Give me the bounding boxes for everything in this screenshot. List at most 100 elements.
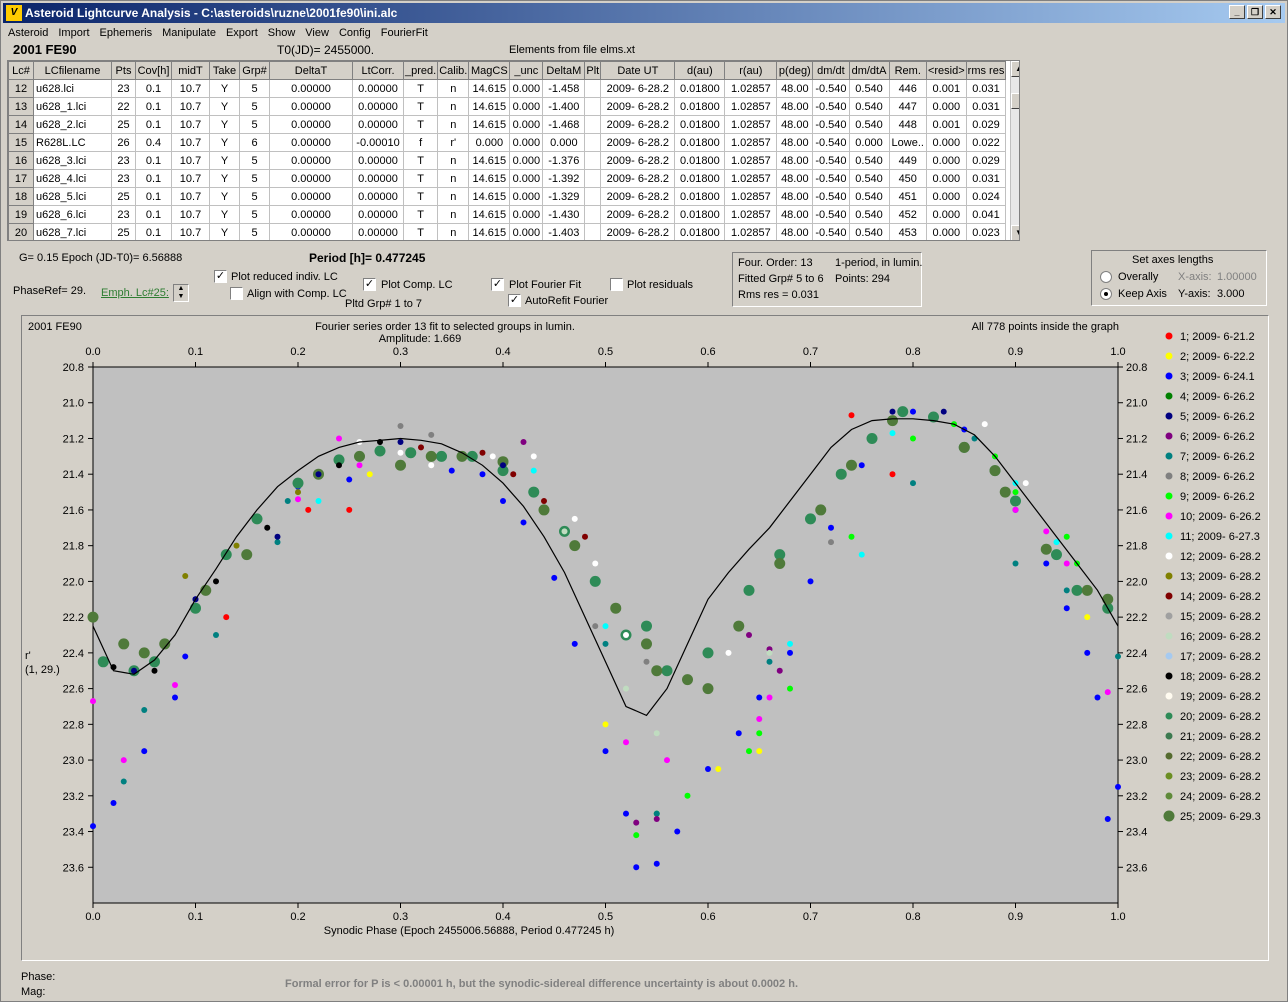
table-cell[interactable]: 17: [8, 169, 34, 188]
table-cell[interactable]: u628_7.lci: [33, 223, 112, 240]
table-cell[interactable]: 0.000: [925, 133, 967, 152]
table-cell[interactable]: 0.540: [848, 169, 890, 188]
table-cell[interactable]: 1.02857: [724, 79, 778, 98]
x-axis-value[interactable]: 1.00000: [1217, 271, 1257, 283]
menu-ephemeris[interactable]: Ephemeris: [99, 27, 153, 39]
table-cell[interactable]: 0.00000: [269, 115, 353, 134]
table-cell[interactable]: -0.540: [812, 223, 850, 240]
table-cell[interactable]: 0.00000: [352, 205, 404, 224]
table-cell[interactable]: 14.615: [468, 205, 511, 224]
table-cell[interactable]: 5: [239, 223, 270, 240]
table-cell[interactable]: 25: [111, 187, 136, 206]
column-header[interactable]: Calib.: [437, 61, 470, 80]
table-cell[interactable]: Y: [209, 169, 240, 188]
plot-reduced-checkbox[interactable]: ✓: [214, 270, 227, 283]
table-cell[interactable]: 0.00000: [352, 169, 404, 188]
table-cell[interactable]: 5: [239, 151, 270, 170]
column-header[interactable]: Cov[h]: [135, 61, 172, 80]
table-cell[interactable]: 0.00000: [269, 223, 353, 240]
table-cell[interactable]: 14.615: [468, 115, 511, 134]
table-cell[interactable]: 0.00000: [352, 151, 404, 170]
table-cell[interactable]: 0.1: [135, 97, 172, 116]
column-header[interactable]: _pred.: [402, 61, 439, 80]
table-cell[interactable]: 2009- 6-28.2: [600, 97, 676, 116]
table-cell[interactable]: 451: [888, 187, 927, 206]
restore-button[interactable]: ❐: [1247, 5, 1263, 19]
table-cell[interactable]: 10.7: [171, 205, 210, 224]
table-cell[interactable]: 48.00: [776, 79, 814, 98]
table-cell[interactable]: -0.00010: [352, 133, 404, 152]
table-cell[interactable]: 26: [111, 133, 136, 152]
column-header[interactable]: Date UT: [600, 61, 676, 80]
table-cell[interactable]: 19: [8, 205, 34, 224]
title-bar[interactable]: V Asteroid Lightcurve Analysis - C:\aste…: [3, 3, 1285, 23]
table-cell[interactable]: 10.7: [171, 115, 210, 134]
align-comp-checkbox[interactable]: [230, 287, 243, 300]
table-cell[interactable]: 0.031: [965, 169, 1007, 188]
table-cell[interactable]: 2009- 6-28.2: [600, 205, 676, 224]
table-cell[interactable]: -1.468: [542, 115, 586, 134]
column-header[interactable]: <resid>: [925, 61, 967, 80]
table-cell[interactable]: 6: [239, 133, 270, 152]
table-cell[interactable]: Y: [209, 115, 240, 134]
table-cell[interactable]: -1.376: [542, 151, 586, 170]
menu-config[interactable]: Config: [338, 27, 371, 39]
table-cell[interactable]: 23: [111, 169, 136, 188]
table-cell[interactable]: 12: [8, 79, 34, 98]
table-cell[interactable]: 0.00000: [269, 205, 353, 224]
table-cell[interactable]: 1.02857: [724, 151, 778, 170]
table-cell[interactable]: 1.02857: [724, 187, 778, 206]
table-cell[interactable]: 0.000: [925, 169, 967, 188]
table-cell[interactable]: [584, 151, 602, 170]
table-cell[interactable]: 16: [8, 151, 34, 170]
table-cell[interactable]: 23: [111, 151, 136, 170]
table-cell[interactable]: 0.01800: [674, 115, 726, 134]
table-cell[interactable]: -0.540: [812, 205, 850, 224]
table-cell[interactable]: 5: [239, 97, 270, 116]
table-cell[interactable]: -1.400: [542, 97, 586, 116]
table-cell[interactable]: 0.00000: [352, 115, 404, 134]
table-cell[interactable]: 0.000: [509, 151, 544, 170]
table-cell[interactable]: Y: [209, 79, 240, 98]
column-header[interactable]: Plt: [584, 61, 602, 80]
table-cell[interactable]: 2009- 6-28.2: [600, 169, 676, 188]
table-cell[interactable]: 5: [239, 115, 270, 134]
minimize-button[interactable]: _: [1229, 5, 1245, 19]
column-header[interactable]: LtCorr.: [352, 61, 404, 80]
table-cell[interactable]: Y: [209, 97, 240, 116]
table-cell[interactable]: u628.lci: [33, 79, 112, 98]
table-cell[interactable]: 10.7: [171, 169, 210, 188]
table-cell[interactable]: 0.000: [925, 187, 967, 206]
table-cell[interactable]: 0.000: [925, 223, 967, 240]
column-header[interactable]: p(deg): [776, 61, 814, 80]
table-cell[interactable]: 0.00000: [269, 133, 353, 152]
table-cell[interactable]: 0.000: [509, 97, 544, 116]
table-cell[interactable]: 0.024: [965, 187, 1007, 206]
table-cell[interactable]: 10.7: [171, 187, 210, 206]
table-cell[interactable]: 0.01800: [674, 97, 726, 116]
table-cell[interactable]: 5: [239, 169, 270, 188]
table-cell[interactable]: 2009- 6-28.2: [600, 187, 676, 206]
column-header[interactable]: Take: [209, 61, 240, 80]
table-cell[interactable]: n: [437, 187, 470, 206]
table-cell[interactable]: n: [437, 79, 470, 98]
table-cell[interactable]: 14.615: [468, 223, 511, 240]
autorefit-checkbox[interactable]: ✓: [508, 294, 521, 307]
table-cell[interactable]: -0.540: [812, 97, 850, 116]
table-cell[interactable]: T: [402, 79, 439, 98]
table-cell[interactable]: R628L.LC: [33, 133, 112, 152]
table-cell[interactable]: 0.041: [965, 205, 1007, 224]
menu-view[interactable]: View: [305, 27, 329, 39]
table-cell[interactable]: 0.01800: [674, 133, 726, 152]
column-header[interactable]: Grp#: [239, 61, 270, 80]
table-cell[interactable]: -1.430: [542, 205, 586, 224]
table-cell[interactable]: [584, 79, 602, 98]
table-cell[interactable]: 0.1: [135, 205, 172, 224]
table-cell[interactable]: n: [437, 151, 470, 170]
table-cell[interactable]: 0.000: [925, 151, 967, 170]
